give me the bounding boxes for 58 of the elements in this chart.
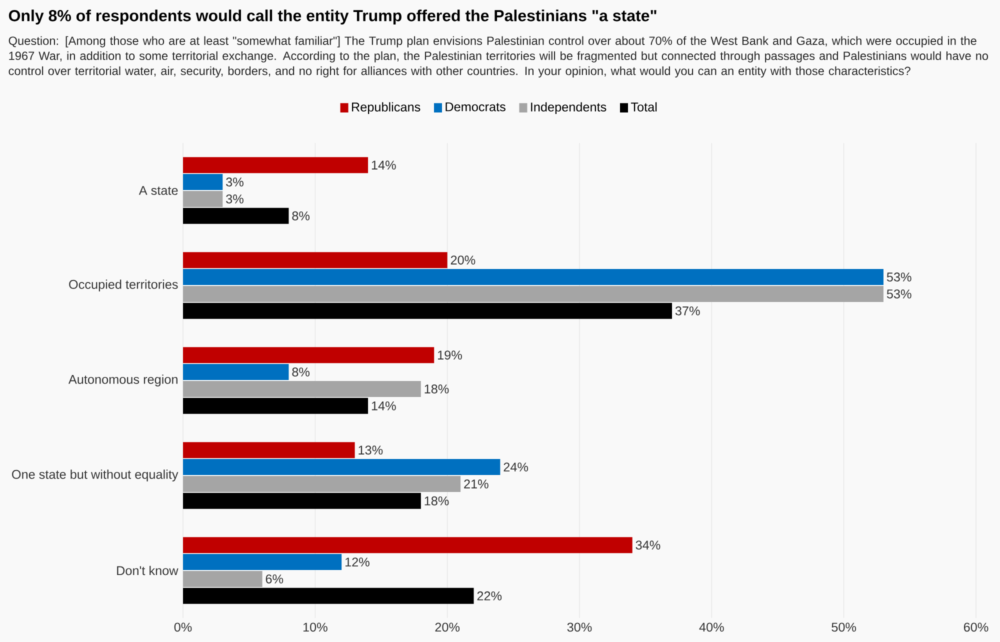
- data-label: 18%: [424, 496, 449, 506]
- data-label: 24%: [504, 462, 528, 472]
- legend-label: Republicans: [352, 102, 420, 114]
- x-tick-label: 0%: [174, 622, 192, 632]
- y-tick-label: One state but without equality: [12, 470, 178, 482]
- bar: [183, 157, 368, 174]
- bar: [183, 347, 434, 364]
- x-tick-label: 20%: [435, 622, 460, 632]
- data-label: 21%: [464, 480, 488, 488]
- x-tick-label: 60%: [964, 622, 988, 632]
- data-label: 14%: [372, 160, 396, 170]
- bar: [183, 537, 632, 554]
- bar: [183, 380, 421, 397]
- data-label: 34%: [636, 540, 660, 550]
- data-label: 8%: [292, 368, 310, 377]
- data-label: 18%: [424, 384, 449, 394]
- bar: [183, 476, 461, 492]
- data-label: 53%: [886, 272, 912, 282]
- data-label: 13%: [358, 446, 383, 455]
- bar: [183, 174, 223, 190]
- bar: [183, 286, 884, 302]
- x-tick-label: 40%: [699, 622, 724, 632]
- bar: [183, 398, 368, 414]
- bar: [183, 588, 474, 604]
- data-label: 6%: [266, 574, 284, 584]
- y-tick-label: Occupied territories: [69, 280, 178, 292]
- bar: [183, 252, 448, 268]
- data-label: 12%: [346, 558, 370, 566]
- data-label: 3%: [226, 178, 244, 187]
- bar: [183, 208, 289, 224]
- bar: [183, 190, 223, 207]
- bar: [183, 570, 262, 587]
- legend-label: Independents: [531, 102, 606, 114]
- bar: [183, 442, 355, 458]
- bar: [183, 269, 884, 286]
- chart-title: Only 8% of respondents would call the entity Trump offered the Palestinians "a state": [8, 10, 656, 25]
- data-label: 19%: [438, 350, 462, 360]
- x-tick-label: 50%: [832, 622, 856, 632]
- y-tick-label: Autonomous region: [68, 374, 178, 386]
- data-label: 20%: [450, 256, 476, 265]
- bar: [183, 492, 421, 509]
- data-label: 3%: [226, 194, 244, 204]
- y-tick-label: A state: [138, 186, 178, 195]
- y-tick-label: Don't know: [117, 566, 178, 576]
- x-tick-label: 30%: [567, 622, 592, 632]
- data-label: 22%: [477, 591, 502, 600]
- chart-subtitle: Question: [Among those who are at least "somewhat familiar"] The Trump plan envisions Palestinian control over about 70% of the West Bank and Gaza, which were occupied in the 1967 War, in addition to some territorial exchange. According to the plan, the Palestinian territories will be fragmented but connected through passages and Palestinians would have no control over territorial water, air, security, borders, and no right for alliances with other countries. In your opinion, what would you can an entity with those characteristics?: [8, 36, 988, 78]
- legend-label: Total: [630, 102, 657, 112]
- data-label: 8%: [292, 211, 310, 220]
- bar: [183, 554, 342, 570]
- bar: [183, 459, 500, 476]
- data-label: 14%: [372, 401, 396, 410]
- bar: [183, 302, 672, 319]
- legend-label: Democrats: [446, 102, 506, 112]
- data-label: 53%: [886, 289, 912, 298]
- bar: [183, 364, 289, 380]
- data-label: 37%: [675, 306, 700, 316]
- x-tick-label: 10%: [303, 622, 328, 632]
